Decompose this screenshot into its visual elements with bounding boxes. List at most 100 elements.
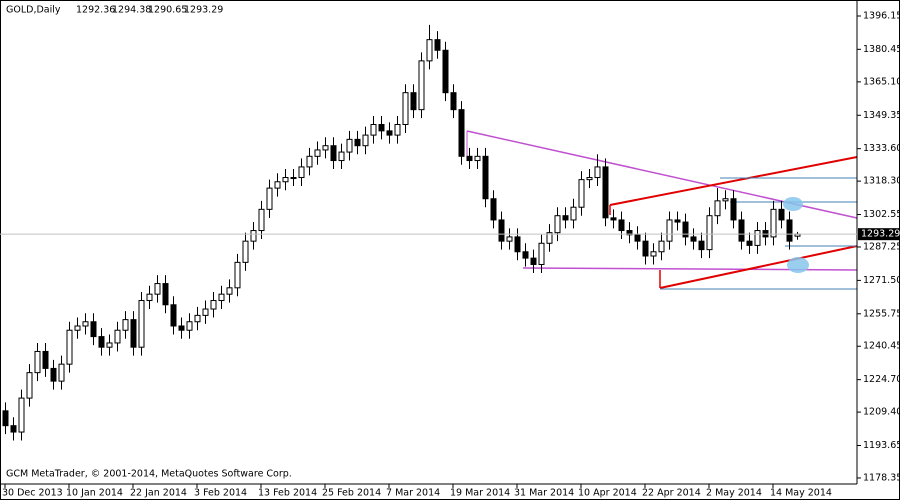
candle-body xyxy=(210,300,217,310)
x-tick-label: 13 Feb 2014 xyxy=(258,488,317,499)
close-value: 1293.29 xyxy=(184,5,223,16)
y-tick-label: 1396.15 xyxy=(863,11,900,22)
candle-body xyxy=(202,308,209,316)
candle-body xyxy=(370,123,377,136)
candle-body xyxy=(282,177,289,183)
y-tick-label: 1240.45 xyxy=(863,341,900,352)
candle-body xyxy=(362,134,369,147)
candle-body xyxy=(50,367,57,382)
candle-body xyxy=(242,240,249,263)
candle-body xyxy=(178,325,185,331)
candle-body xyxy=(714,200,721,217)
x-tick-label: 25 Feb 2014 xyxy=(322,488,381,499)
candle-body xyxy=(74,325,81,331)
candle-body xyxy=(234,261,241,289)
x-tick-label: 22 Jan 2014 xyxy=(130,488,187,499)
candle-body xyxy=(778,208,785,221)
symbol: GOLD,Daily xyxy=(6,5,61,16)
candle-body xyxy=(194,314,201,323)
candle-body xyxy=(586,177,593,181)
candle-body xyxy=(426,39,433,62)
candle-body xyxy=(658,240,665,253)
candle-body xyxy=(538,242,545,265)
y-tick-label: 1365.10 xyxy=(863,76,900,87)
candle-body xyxy=(410,92,417,111)
x-tick-label: 7 Mar 2014 xyxy=(386,488,440,499)
candle-body xyxy=(650,251,657,257)
candle-body xyxy=(698,240,705,251)
candle-body xyxy=(34,350,41,374)
candle-body xyxy=(42,350,49,369)
candle-body xyxy=(186,321,193,331)
candle-body xyxy=(106,342,113,348)
candle-body xyxy=(226,287,233,295)
candle-body xyxy=(162,283,169,306)
candle-body xyxy=(738,219,745,242)
candle-body xyxy=(642,240,649,257)
channel-line xyxy=(609,156,858,206)
candle-body xyxy=(114,329,121,344)
y-tick-label: 1287.25 xyxy=(863,241,900,252)
candle-body xyxy=(18,397,25,433)
candle-body xyxy=(58,363,65,382)
candle-body xyxy=(402,92,409,125)
candle-body xyxy=(722,198,729,202)
highlight xyxy=(783,197,803,211)
candle-body xyxy=(322,145,329,151)
candle-body xyxy=(130,319,137,348)
y-tick-label: 1224.70 xyxy=(863,374,900,385)
candle-body xyxy=(506,236,513,242)
candle-body xyxy=(378,123,385,132)
header: GOLD,Daily 1292.36 1294.38 1290.65 1293.… xyxy=(6,5,223,16)
candle-body xyxy=(706,215,713,251)
y-tick-label: 1178.35 xyxy=(863,472,900,483)
candle-body xyxy=(218,293,225,302)
candle-body xyxy=(154,283,161,295)
candle-body xyxy=(482,155,489,200)
candle-body xyxy=(514,236,521,253)
candle-body xyxy=(306,155,313,168)
x-tick-label: 22 Apr 2014 xyxy=(642,488,701,499)
candle-body xyxy=(82,321,89,327)
drawings xyxy=(466,130,858,290)
y-tick-label: 1318.30 xyxy=(863,176,900,187)
x-tick-label: 31 Mar 2014 xyxy=(514,488,574,499)
candle-body xyxy=(554,215,561,234)
channel-line xyxy=(659,245,858,289)
candle-body xyxy=(354,138,361,147)
highlight xyxy=(787,257,809,273)
candle-body xyxy=(450,92,457,111)
candle-body xyxy=(754,230,761,246)
y-tick-label: 1193.65 xyxy=(863,440,900,451)
y-tick-label: 1349.35 xyxy=(863,110,900,121)
candle-body xyxy=(634,234,641,242)
y-tick-label: 1209.40 xyxy=(863,407,900,418)
candle-body xyxy=(250,230,257,242)
candle-body xyxy=(266,187,273,210)
y-tick-label: 1380.45 xyxy=(863,44,900,55)
candle-body xyxy=(258,208,265,232)
y-tick-label: 1255.75 xyxy=(863,308,900,319)
candles xyxy=(2,24,801,441)
candle-body xyxy=(394,123,401,136)
candle-body xyxy=(346,138,353,153)
candle-body xyxy=(146,293,153,302)
candle-body xyxy=(274,181,281,189)
candle-body xyxy=(546,232,553,244)
candle-body xyxy=(570,206,577,221)
candle-body xyxy=(562,215,569,221)
candle-body xyxy=(682,221,689,238)
x-tick-label: 2 May 2014 xyxy=(706,488,762,499)
candle-body xyxy=(98,336,105,348)
candle-body xyxy=(498,219,505,242)
candle-body xyxy=(26,372,33,399)
candle-body xyxy=(530,257,537,265)
candle-body xyxy=(786,219,793,242)
candle-body xyxy=(122,319,129,331)
candle-body xyxy=(666,219,673,242)
candle-body xyxy=(314,149,321,157)
candle-body xyxy=(618,219,625,232)
high-value: 1294.38 xyxy=(112,5,151,16)
x-tick-label: 10 Apr 2014 xyxy=(578,488,637,499)
